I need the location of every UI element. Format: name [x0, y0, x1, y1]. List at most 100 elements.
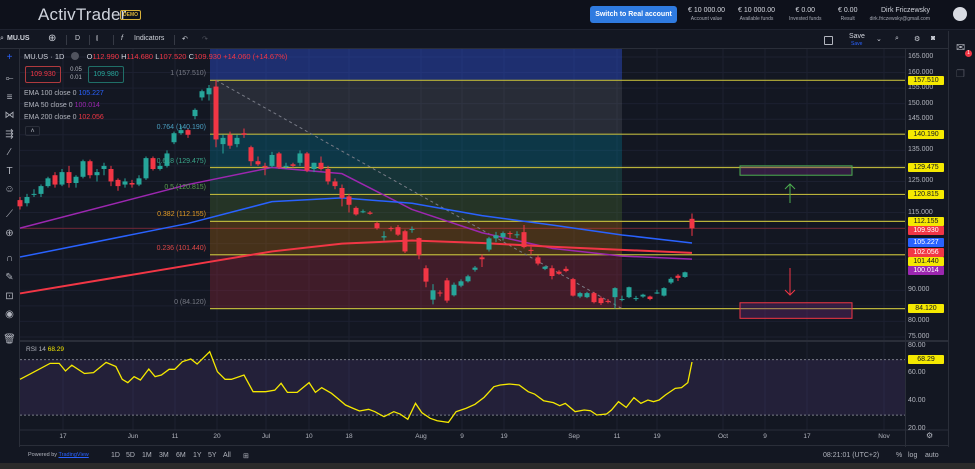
- text-tool-icon[interactable]: T: [6, 166, 13, 177]
- indicators-icon[interactable]: f: [121, 35, 123, 42]
- price-tick: 155.000: [908, 84, 934, 92]
- candle: [108, 165, 114, 187]
- symbol-search-button[interactable]: MU.US: [7, 35, 30, 42]
- price-tag: 112.155: [908, 216, 944, 226]
- zoom-in-icon[interactable]: ⊕: [5, 228, 14, 239]
- switch-to-real-account-button[interactable]: Switch to Real account: [590, 6, 677, 23]
- ema100-line: [19, 197, 693, 258]
- log-scale-toggle[interactable]: log: [908, 452, 918, 459]
- ruler-tool-icon[interactable]: ⟋: [6, 209, 13, 220]
- collapse-legend-chevron-icon[interactable]: ˄: [25, 126, 40, 136]
- rsi-axis-20: 20.00: [908, 425, 926, 432]
- symbol-search-icon[interactable]: ⌕: [0, 35, 4, 42]
- rsi-line: [19, 350, 693, 424]
- candle: [472, 266, 478, 272]
- time-tick: 10: [305, 433, 313, 440]
- candle: [80, 159, 86, 179]
- available-funds-label: Available funds: [739, 16, 774, 22]
- auto-scale-toggle[interactable]: auto: [925, 452, 939, 459]
- fullscreen-icon[interactable]: [824, 36, 833, 45]
- candle: [577, 291, 583, 299]
- candle: [374, 221, 380, 230]
- ema200-line: [19, 239, 693, 295]
- range-1m[interactable]: 1M: [142, 452, 152, 459]
- range-5y[interactable]: 5Y: [208, 452, 217, 459]
- magnet-icon[interactable]: ∩: [5, 253, 14, 264]
- range-6m[interactable]: 6M: [176, 452, 186, 459]
- candle: [605, 299, 611, 304]
- tradingview-link[interactable]: TradingView: [58, 452, 89, 458]
- fib-label-0.382: 0.382 (112.155): [157, 211, 206, 219]
- crosshair-icon[interactable]: +: [6, 52, 13, 63]
- price-axis[interactable]: [905, 49, 948, 447]
- range-1y[interactable]: 1Y: [193, 452, 202, 459]
- candle: [486, 236, 492, 252]
- interval-button[interactable]: D: [75, 35, 81, 42]
- candle: [192, 108, 198, 120]
- avatar-icon[interactable]: [953, 7, 967, 21]
- lock-drawing-icon[interactable]: ✎: [5, 272, 14, 283]
- candle: [45, 176, 51, 188]
- invested-funds: € 0.00 Invested funds: [789, 7, 822, 23]
- percent-scale-toggle[interactable]: %: [896, 452, 903, 459]
- position-tool-icon[interactable]: ⇶: [5, 129, 14, 140]
- screenshot-camera-icon[interactable]: ◙: [931, 35, 936, 42]
- time-tick: 11: [171, 433, 179, 440]
- candle: [514, 231, 520, 239]
- candle: [94, 168, 100, 182]
- trash-icon[interactable]: 🗑: [3, 334, 16, 345]
- ema-200-legend[interactable]: EMA 200 close 0 102.056: [24, 114, 104, 121]
- powered-by: Powered by TradingView: [28, 452, 89, 458]
- rsi-legend[interactable]: RSI 14 68.29: [26, 346, 64, 353]
- indicators-button[interactable]: Indicators: [134, 35, 165, 42]
- candle: [556, 270, 562, 275]
- buy-button[interactable]: 109.980: [88, 66, 124, 83]
- range-1d[interactable]: 1D: [111, 452, 120, 459]
- drawing-toolbar: + ⟜ ≡ ⋈ ⇶ ∕ T ☺ ⟋ ⊕ ∩ ✎ ⊡ ◉ 🗑: [0, 49, 20, 447]
- trendline-tool-icon[interactable]: ⟜: [5, 73, 14, 84]
- save-dropdown-chevron-icon[interactable]: ⌄: [876, 36, 882, 43]
- range-5d[interactable]: 5D: [126, 452, 135, 459]
- account-value-amount: € 10 000.00: [688, 7, 725, 14]
- range-3m[interactable]: 3M: [159, 452, 169, 459]
- layers-icon[interactable]: ❐: [956, 69, 965, 80]
- candle: [325, 165, 331, 185]
- time-tick: 9: [460, 433, 464, 440]
- sell-button[interactable]: 109.930: [25, 66, 61, 83]
- candle: [570, 277, 576, 297]
- redo-icon[interactable]: ↷: [202, 36, 208, 43]
- open-label: O: [86, 52, 93, 61]
- candle-type-icon[interactable]: ⫾: [96, 35, 99, 42]
- spread: 0.05 0.01: [64, 66, 88, 82]
- undo-icon[interactable]: ↶: [182, 36, 188, 43]
- lock-icon[interactable]: ⊡: [5, 291, 14, 302]
- date-range-icon[interactable]: ⊞: [243, 453, 249, 460]
- ema-50-legend[interactable]: EMA 50 close 0 100.014: [24, 102, 100, 109]
- price-tag: 100.014: [908, 266, 944, 276]
- fib-zone-1: [210, 80, 622, 135]
- legend-toggle-icon[interactable]: [70, 52, 79, 60]
- user-info[interactable]: Dirk Friczewsky dirk.friczewsky@gmail.com: [870, 7, 930, 23]
- save-button[interactable]: Save: [849, 33, 865, 40]
- visibility-eye-icon[interactable]: ◉: [5, 309, 14, 320]
- price-tick: 75.000: [908, 332, 930, 340]
- settings-gear-icon[interactable]: ⚙: [914, 36, 921, 43]
- fib-tool-icon[interactable]: ≡: [6, 92, 13, 103]
- fib-zone-0.236: [210, 254, 622, 309]
- rsi-axis-60: 60.00: [908, 369, 926, 376]
- brush-tool-icon[interactable]: ∕: [8, 147, 11, 158]
- emoji-tool-icon[interactable]: ☺: [4, 184, 15, 195]
- ema-100-label: EMA 100 close 0: [24, 90, 77, 97]
- quick-search-icon[interactable]: ⌕: [895, 35, 899, 42]
- ema-100-legend[interactable]: EMA 100 close 0 105.227: [24, 90, 104, 97]
- compare-add-icon[interactable]: ⊕: [48, 33, 57, 44]
- candle: [661, 287, 667, 297]
- candle: [87, 159, 93, 179]
- axis-settings-gear-icon[interactable]: ⚙: [926, 431, 934, 440]
- mail-icon[interactable]: ✉: [956, 42, 966, 54]
- fib-label-1: 1 (157.510): [170, 70, 206, 78]
- range-all[interactable]: All: [223, 452, 231, 459]
- user-email: dirk.friczewsky@gmail.com: [869, 16, 930, 22]
- pattern-tool-icon[interactable]: ⋈: [4, 110, 15, 121]
